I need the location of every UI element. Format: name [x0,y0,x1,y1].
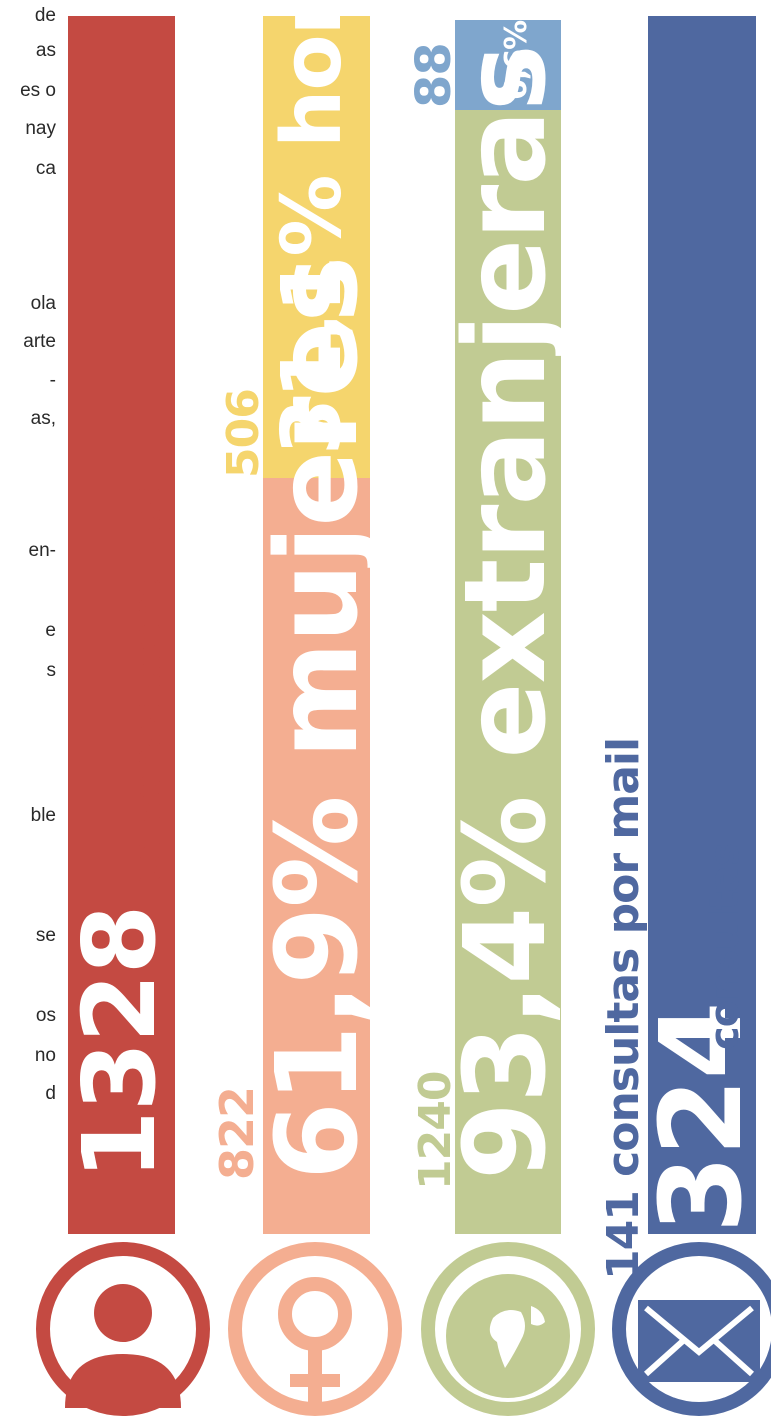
side-text-line: s [46,660,57,681]
side-text-line: os [35,1005,56,1026]
bar-label-personas-number: 1328 [61,905,178,1180]
side-text-line: se [35,925,56,946]
side-text-line: nay [25,118,56,139]
bar-label-consultas-text: consultas [702,843,748,1050]
side-text-line: de [34,5,56,26]
side-text-line: d [45,1083,56,1104]
side-text-line: - [49,370,56,391]
bar-extranjeras [455,110,561,1234]
side-text-line: ola [30,293,56,314]
bar-personas-atendidas [68,16,175,1234]
globe-icon [415,1236,601,1421]
side-text-line: no [34,1045,56,1066]
side-text-line: es o [20,80,56,101]
side-text-line: ble [30,805,56,826]
bar-nacionales [455,20,561,110]
bar-label-extranjeras-text: 93,4% extranjeras [441,45,571,1180]
person-icon [30,1236,216,1421]
side-text-line: en- [28,540,56,561]
bar-label-personas-text: personas atendidas [125,486,169,890]
side-text-line: e [45,620,56,641]
bar-mujeres [263,478,370,1234]
side-text-line: ca [35,158,56,179]
side-text-line: as [35,40,56,61]
bar-consultas [648,16,756,1234]
side-text-line: as, [30,408,56,429]
bar-label-mujeres-text: 61,9% mujeres [253,256,383,1180]
female-symbol-icon [222,1236,408,1421]
envelope-icon [606,1236,771,1421]
side-text-column: de as es o nay ca ola arte - as, en- e s… [0,0,64,1398]
side-text-line: arte [23,331,56,352]
bar-hombres [263,16,370,478]
